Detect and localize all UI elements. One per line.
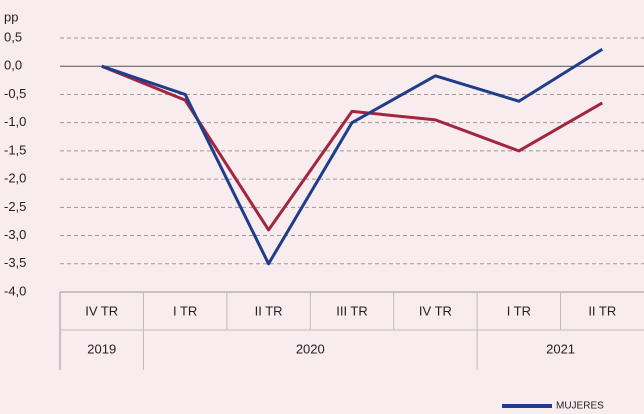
y-tick-label: -2,5	[4, 199, 26, 214]
x-tick-label: IV TR	[85, 303, 118, 318]
y-unit-label: pp	[4, 9, 18, 24]
year-label: 2019	[87, 341, 116, 356]
x-tick-label: I TR	[507, 303, 531, 318]
y-tick-label: -1,0	[4, 114, 26, 129]
y-tick-label: 0,0	[4, 58, 22, 73]
x-tick-label: II TR	[588, 303, 616, 318]
year-label: 2020	[296, 341, 325, 356]
y-tick-label: -3,0	[4, 227, 26, 242]
year-label: 2021	[546, 341, 575, 356]
y-tick-label: -3,5	[4, 255, 26, 270]
x-tick-label: III TR	[336, 303, 368, 318]
series-line	[101, 64, 604, 232]
x-tick-label: IV TR	[419, 303, 452, 318]
y-tick-label: -1,5	[4, 142, 26, 157]
legend-label: MUJERES	[556, 401, 604, 412]
series-line	[101, 48, 604, 266]
x-tick-label: II TR	[255, 303, 283, 318]
x-tick-label: I TR	[173, 303, 197, 318]
y-tick-label: -4,0	[4, 283, 26, 298]
y-tick-label: -0,5	[4, 86, 26, 101]
y-tick-label: 0,5	[4, 29, 22, 44]
y-tick-label: -2,0	[4, 171, 26, 186]
